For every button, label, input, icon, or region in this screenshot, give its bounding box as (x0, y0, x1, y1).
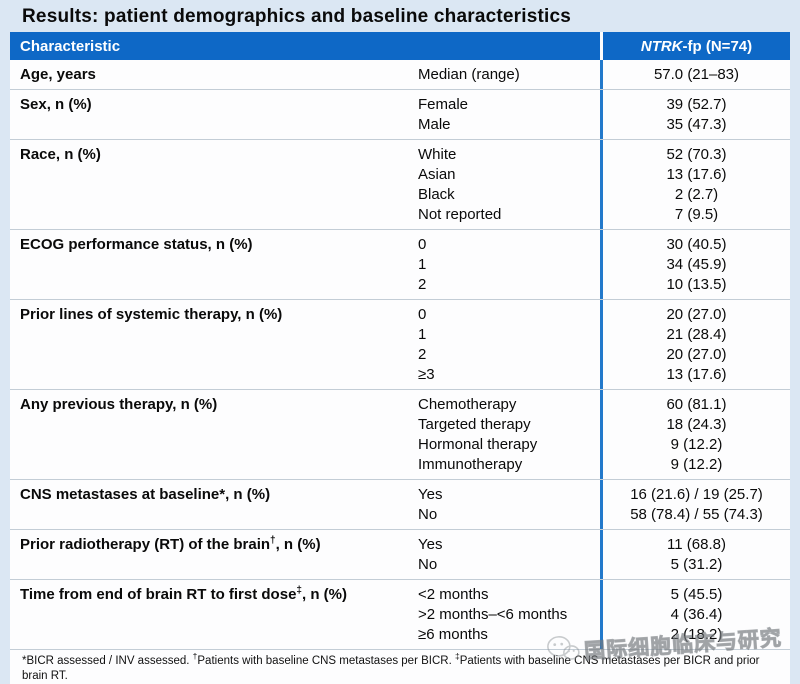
row-label: CNS metastases at baseline*, n (%) (20, 486, 271, 503)
sublabel: Yes (418, 536, 443, 553)
value: 5 (31.2) (670, 556, 723, 573)
value: 20 (27.0) (666, 346, 727, 363)
sublabel: Female (418, 96, 469, 113)
table-row: Prior lines of systemic therapy, n (%) 0 1… (10, 300, 790, 390)
table-row: CNS metastases at baseline*, n (%) Yes No 1… (10, 480, 790, 530)
sublabel: Male (418, 116, 451, 133)
sublabel: Targeted therapy (418, 416, 531, 433)
value: 52 (70.3) (666, 146, 727, 163)
row-values: 5 (45.5) 4 (36.4) 2 (18.2) (600, 580, 790, 649)
header-characteristic: Characteristic (10, 32, 600, 60)
sublabel: Hormonal therapy (418, 436, 538, 453)
row-sublabels: Female Male (418, 90, 600, 139)
row-values: 30 (40.5) 34 (45.9) 10 (13.5) (600, 230, 790, 299)
sublabel: 0 (418, 236, 427, 253)
table-row: Time from end of brain RT to first dose‡… (10, 580, 790, 650)
value: 4 (36.4) (670, 606, 723, 623)
value: 9 (12.2) (670, 456, 723, 473)
value: 20 (27.0) (666, 306, 727, 323)
row-values: 57.0 (21–83) (600, 60, 790, 89)
row-sublabels: White Asian Black Not reported (418, 140, 600, 229)
sublabel: 2 (418, 346, 427, 363)
sublabel: <2 months (418, 586, 489, 603)
sublabel: Black (418, 186, 455, 203)
table-row: Age, years Median (range) 57.0 (21–83) (10, 60, 790, 90)
sublabel: No (418, 556, 438, 573)
demographics-table: Characteristic NTRK -fp (N=74) Age, years… (10, 32, 790, 684)
sublabel: Chemotherapy (418, 396, 517, 413)
table-row: Sex, n (%) Female Male 39 (52.7) 35 (47.3) (10, 90, 790, 140)
table-row: Any previous therapy, n (%) Chemotherapy T… (10, 390, 790, 480)
row-values: 39 (52.7) 35 (47.3) (600, 90, 790, 139)
row-label: ECOG performance status, n (%) (20, 236, 253, 253)
row-values: 20 (27.0) 21 (28.4) 20 (27.0) 13 (17.6) (600, 300, 790, 389)
row-label: Any previous therapy, n (%) (20, 396, 218, 413)
table-row: Race, n (%) White Asian Black Not reported 52… (10, 140, 790, 230)
value: 2 (2.7) (674, 186, 719, 203)
sublabel: 0 (418, 306, 427, 323)
sublabel: Yes (418, 486, 443, 503)
sublabel: White (418, 146, 457, 163)
value: 9 (12.2) (670, 436, 723, 453)
table-row: Prior radiotherapy (RT) of the brain†, n… (10, 530, 790, 580)
row-sublabels: Yes No (418, 530, 600, 579)
sublabel: Asian (418, 166, 456, 183)
value: 34 (45.9) (666, 256, 727, 273)
value: 5 (45.5) (670, 586, 723, 603)
value: 39 (52.7) (666, 96, 727, 113)
row-label: Prior lines of systemic therapy, n (%) (20, 306, 283, 323)
row-values: 11 (68.8) 5 (31.2) (600, 530, 790, 579)
header-group-gene: NTRK (640, 37, 683, 55)
value: 21 (28.4) (666, 326, 727, 343)
page-title: Results: patient demographics and baseli… (22, 6, 572, 27)
sublabel: 1 (418, 256, 427, 273)
sublabel: Median (range) (418, 66, 520, 83)
row-sublabels: 0 1 2 (418, 230, 600, 299)
header-group: NTRK -fp (N=74) (600, 32, 790, 60)
sublabel: >2 months–<6 months (418, 606, 568, 623)
footnote: *BICR assessed / INV assessed. †Patients… (10, 650, 790, 684)
value: 7 (9.5) (674, 206, 719, 223)
row-values: 52 (70.3) 13 (17.6) 2 (2.7) 7 (9.5) (600, 140, 790, 229)
value: 10 (13.5) (666, 276, 727, 293)
sublabel: 2 (418, 276, 427, 293)
table-row: ECOG performance status, n (%) 0 1 2 30 (40.… (10, 230, 790, 300)
table-body: Age, years Median (range) 57.0 (21–83) Sex,… (10, 60, 790, 650)
value: 60 (81.1) (666, 396, 727, 413)
sublabel: ≥3 (418, 366, 435, 383)
row-label: Race, n (%) (20, 146, 101, 163)
sublabel: No (418, 506, 438, 523)
table-header-row: Characteristic NTRK -fp (N=74) (10, 32, 790, 60)
value: 11 (68.8) (667, 536, 726, 553)
sublabel: Immunotherapy (418, 456, 523, 473)
row-label: Age, years (20, 66, 96, 83)
row-sublabels: Yes No (418, 480, 600, 529)
row-values: 16 (21.6) / 19 (25.7) 58 (78.4) / 55 (74.… (600, 480, 790, 529)
row-sublabels: Chemotherapy Targeted therapy Hormonal the… (418, 390, 600, 479)
value: 35 (47.3) (666, 116, 727, 133)
row-sublabels: <2 months >2 months–<6 months ≥6 months (418, 580, 600, 649)
sublabel: Not reported (418, 206, 502, 223)
value: 18 (24.3) (666, 416, 727, 433)
value: 16 (21.6) / 19 (25.7) (630, 486, 763, 503)
value: 30 (40.5) (666, 236, 727, 253)
value: 13 (17.6) (666, 166, 727, 183)
header-group-suffix: -fp (N=74) (682, 37, 753, 55)
row-label: Time from end of brain RT to first dose‡… (20, 585, 347, 604)
row-sublabels: Median (range) (418, 60, 600, 89)
value: 13 (17.6) (666, 366, 727, 383)
row-label: Prior radiotherapy (RT) of the brain†, n… (20, 535, 321, 554)
value: 57.0 (21–83) (653, 66, 740, 83)
row-label: Sex, n (%) (20, 96, 92, 113)
value: 58 (78.4) / 55 (74.3) (630, 506, 763, 523)
value: 2 (18.2) (670, 626, 723, 643)
row-values: 60 (81.1) 18 (24.3) 9 (12.2) 9 (12.2) (600, 390, 790, 479)
row-sublabels: 0 1 2 ≥3 (418, 300, 600, 389)
sublabel: 1 (418, 326, 427, 343)
sublabel: ≥6 months (418, 626, 488, 643)
